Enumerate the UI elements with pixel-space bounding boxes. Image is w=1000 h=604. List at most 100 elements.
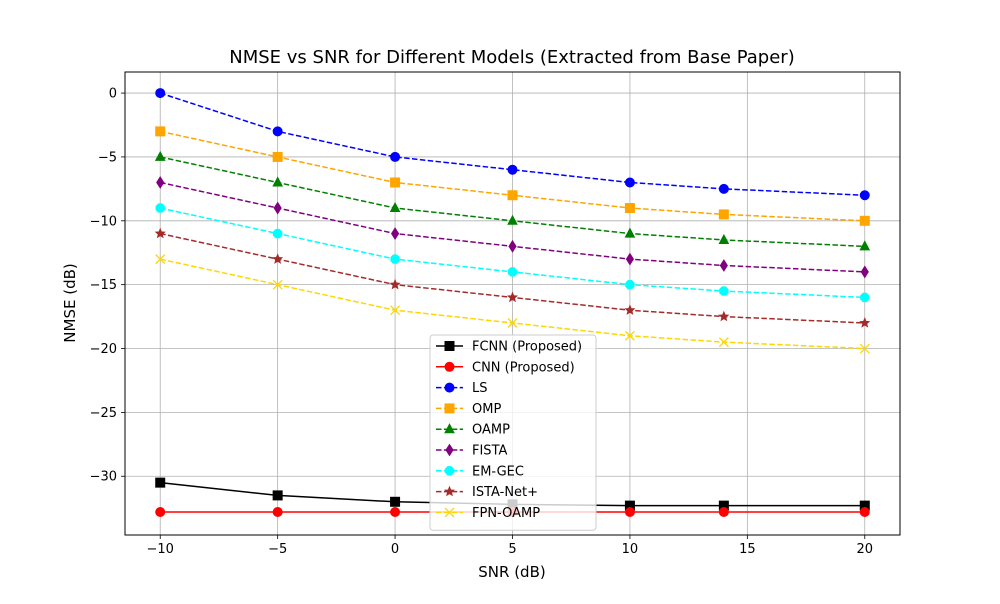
data-point-ista-net: [718, 310, 730, 322]
data-point-omp: [155, 126, 166, 137]
data-point-oamp: [507, 214, 518, 225]
data-point-ls: [859, 190, 870, 201]
data-point-ista-net: [624, 304, 636, 315]
data-point-ista-net: [389, 278, 401, 290]
legend-marker-omp: [444, 403, 455, 414]
series-layer: [154, 88, 871, 518]
data-point-fpn-oamp: [390, 305, 401, 316]
data-point-oamp: [859, 240, 871, 251]
legend-item-oamp: OAMP: [436, 423, 510, 438]
x-tick-label: 10: [622, 542, 639, 557]
x-tick-label: −10: [147, 542, 174, 557]
data-point-fista: [719, 259, 728, 272]
y-tick-label: −15: [90, 278, 117, 293]
data-point-em-gec: [719, 286, 729, 296]
data-point-em-gec: [625, 280, 635, 290]
y-tick-label: −30: [90, 470, 117, 485]
legend-marker-fista: [445, 443, 454, 457]
legend-item-em-gec: EM-GEC: [436, 464, 524, 479]
legend-item-ls: LS: [436, 381, 488, 396]
data-point-cnn-proposed: [859, 507, 870, 518]
data-point-oamp: [624, 227, 636, 238]
series-em-gec: [155, 203, 870, 303]
data-point-cnn-proposed: [390, 507, 401, 518]
data-point-ls: [390, 151, 401, 162]
series-ls: [155, 88, 870, 201]
data-point-fista: [508, 239, 517, 253]
legend-item-omp: OMP: [436, 402, 501, 417]
x-tick-label: −5: [268, 542, 287, 557]
data-point-cnn-proposed: [624, 507, 635, 518]
series-ista-net: [154, 227, 871, 328]
x-axis-label: SNR (dB): [478, 563, 545, 581]
series-oamp: [154, 150, 871, 251]
data-point-ls: [718, 183, 729, 194]
legend-label: FCNN (Proposed): [472, 340, 582, 355]
legend-item-fcnn-proposed: FCNN (Proposed): [436, 340, 582, 355]
legend-marker-fcnn-proposed: [444, 341, 455, 351]
x-tick-label: 5: [508, 542, 516, 557]
data-point-ls: [155, 88, 166, 99]
legend-marker-ls: [444, 382, 455, 393]
data-point-fista: [273, 201, 282, 215]
data-point-em-gec: [507, 267, 518, 277]
y-tick-label: −10: [90, 214, 117, 229]
x-tick-label: 0: [391, 542, 399, 557]
legend: FCNN (Proposed) CNN (Proposed) LS OMP OAMP FI…: [429, 334, 597, 531]
legend-item-fpn-oamp: FPN-OAMP: [436, 506, 540, 521]
chart-title: NMSE vs SNR for Different Models (Extrac…: [229, 47, 794, 68]
data-point-cnn-proposed: [272, 507, 283, 518]
data-point-ls: [624, 177, 635, 188]
legend-label: LS: [472, 381, 488, 396]
legend-label: OMP: [472, 402, 501, 417]
data-point-oamp: [718, 233, 730, 244]
series-omp: [155, 126, 870, 226]
data-point-fista: [156, 176, 165, 189]
data-point-cnn-proposed: [155, 507, 166, 518]
legend-box: [429, 334, 597, 531]
data-point-omp: [272, 151, 283, 162]
y-tick-label: −20: [90, 342, 117, 357]
legend-item-ista-net: ISTA-Net+: [436, 485, 538, 500]
data-point-fcnn-proposed: [155, 477, 166, 488]
data-point-omp: [624, 203, 635, 214]
data-point-em-gec: [860, 292, 870, 303]
data-point-fpn-oamp: [507, 318, 518, 328]
y-axis-label: NMSE (dB): [61, 263, 79, 342]
legend-label: OAMP: [472, 423, 510, 438]
data-point-em-gec: [155, 203, 165, 213]
legend-marker-cnn-proposed: [444, 361, 455, 372]
data-point-ista-net: [859, 317, 871, 328]
data-point-omp: [507, 190, 518, 201]
data-point-ista-net: [506, 291, 519, 303]
data-point-fpn-oamp: [624, 330, 635, 341]
ticks: −10 −5 0 5 10 15 20 0 −5 −10 −15 −20 −25 −30: [90, 87, 873, 557]
data-point-omp: [390, 177, 401, 188]
data-point-fista: [860, 265, 869, 279]
data-point-fpn-oamp: [859, 343, 870, 354]
data-point-fista: [390, 227, 400, 241]
data-point-omp: [859, 215, 870, 226]
data-point-ista-net: [154, 227, 166, 239]
x-tick-label: 20: [856, 542, 873, 557]
legend-marker-fpn-oamp: [444, 507, 455, 518]
data-point-fcnn-proposed: [272, 490, 283, 501]
data-point-fpn-oamp: [272, 279, 283, 290]
legend-label: ISTA-Net+: [472, 485, 538, 500]
y-tick-label: −5: [98, 150, 117, 165]
data-point-fpn-oamp: [155, 254, 166, 265]
legend-marker-oamp: [444, 423, 455, 434]
data-point-em-gec: [390, 254, 400, 264]
legend-label: EM-GEC: [472, 464, 524, 479]
series-fista: [156, 176, 869, 279]
data-point-oamp: [389, 201, 401, 213]
data-point-ista-net: [272, 253, 284, 264]
data-point-ls: [507, 164, 518, 175]
data-point-fpn-oamp: [718, 337, 729, 348]
series-fpn-oamp: [155, 254, 870, 354]
data-point-em-gec: [272, 228, 283, 239]
legend-item-fista: FISTA: [436, 444, 507, 459]
y-tick-label: 0: [109, 87, 117, 102]
legend-label: CNN (Proposed): [472, 360, 575, 375]
